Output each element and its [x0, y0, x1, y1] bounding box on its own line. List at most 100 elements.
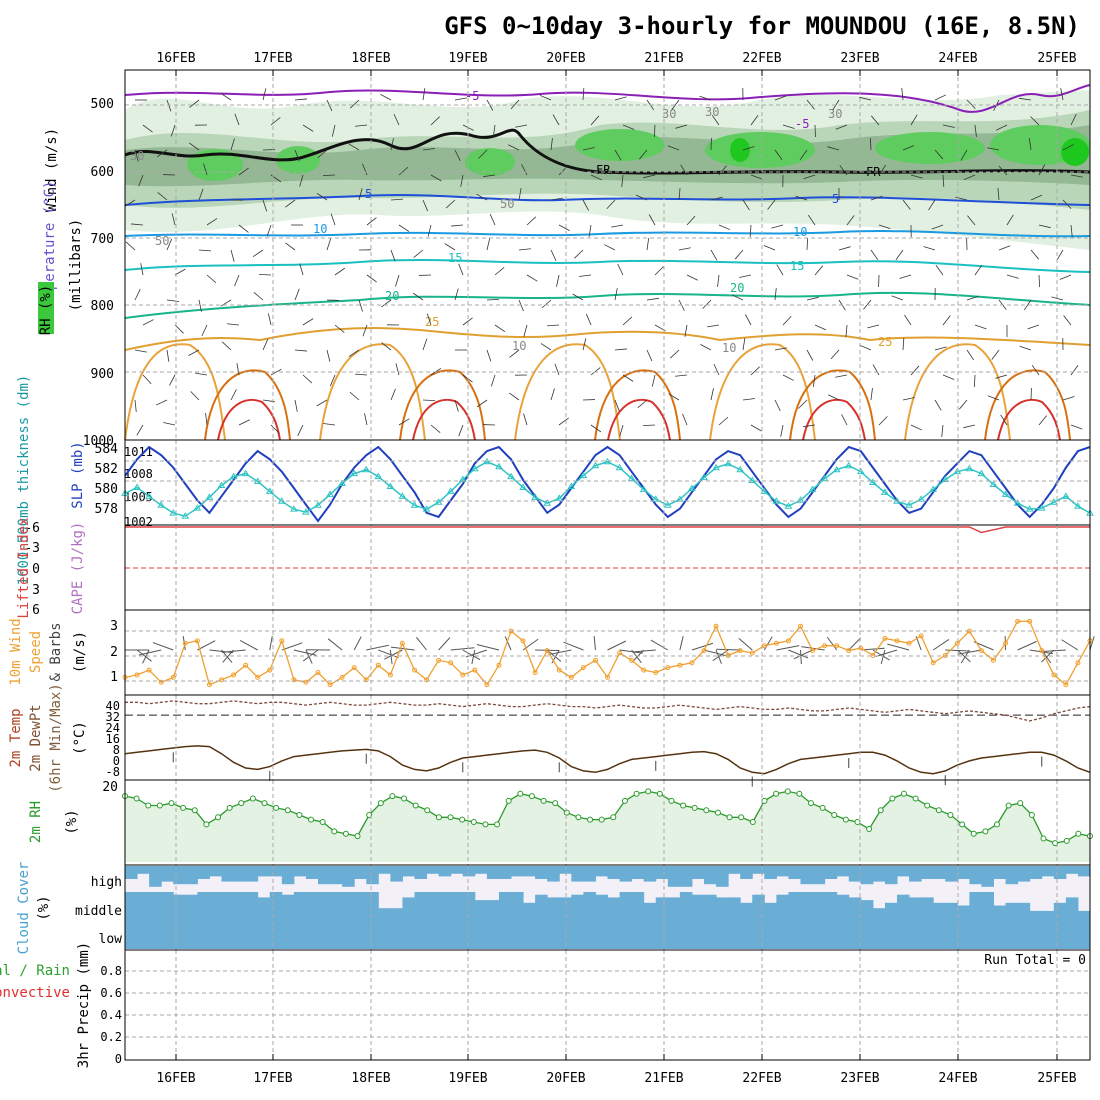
cloud-middle-bar [1065, 897, 1079, 919]
wind-barb [131, 223, 144, 226]
cloud-high-bar [342, 866, 355, 887]
cloud-high-bar [293, 866, 307, 877]
cloud-middle-bar [318, 892, 331, 919]
wind-barb [643, 174, 656, 179]
wind-barb [422, 338, 428, 351]
thickness-point [157, 501, 166, 508]
wind-barb [799, 149, 808, 161]
wind-barb [322, 174, 336, 177]
wind-barb [331, 124, 336, 137]
wind-barb [614, 96, 627, 101]
wind-barb [750, 424, 762, 432]
wind-speed-point [484, 682, 490, 688]
cloud-middle-bar [728, 897, 741, 919]
thickness-point [495, 462, 503, 470]
cloud-middle-bar [667, 897, 681, 919]
rh-point [412, 802, 419, 809]
wind-barb [987, 395, 1000, 401]
cloud-high-bar [366, 866, 379, 885]
temp-line [124, 745, 1091, 775]
wind-barb [958, 649, 982, 655]
rh-point [807, 800, 814, 807]
wind-barb [348, 349, 360, 357]
cloud-middle-bar [655, 897, 669, 919]
wind-barb [390, 388, 396, 401]
wind-barb [220, 299, 232, 307]
wind-barb [774, 399, 781, 411]
wind-speed-point [1075, 660, 1081, 666]
wind-barb [923, 246, 936, 251]
cloud-high-bar [1005, 866, 1019, 885]
wind-barb [648, 214, 656, 226]
wind-barb [124, 199, 136, 207]
lifted-index-tick: 6 [32, 603, 40, 618]
wind-barb [582, 147, 595, 151]
wind-barb [1070, 424, 1083, 430]
thickness-point [241, 469, 250, 477]
cloud-high-bar [1077, 866, 1091, 877]
rh-point [1052, 840, 1059, 847]
wind-barb [206, 218, 218, 226]
rh-point [505, 797, 512, 804]
cloud-middle-bar [474, 900, 488, 919]
wind-barb [997, 188, 1000, 201]
wind-barb [438, 637, 451, 651]
cloud-high-bar [233, 866, 247, 882]
rh-point [738, 814, 745, 821]
wind-barb [206, 274, 217, 284]
wind-barb [593, 635, 596, 651]
wind-barb [967, 215, 976, 226]
cloud-high-bar [764, 866, 777, 879]
wind-barb [734, 249, 744, 260]
wind-barb [142, 374, 152, 385]
cloud-high-bar [571, 866, 584, 882]
temp-contour-label: 5 [365, 187, 372, 201]
wind-barb [299, 263, 304, 276]
temp-tick: 8 [113, 743, 120, 757]
wind-barb [788, 649, 809, 659]
rh-point [587, 816, 594, 823]
wind-barb [860, 647, 885, 651]
rh-point [552, 800, 559, 807]
wind-barb [294, 288, 300, 301]
cloud-high-bar [812, 866, 826, 885]
wind-speed-point [942, 652, 948, 658]
wind-speed-point [243, 662, 249, 668]
date-label-top: 16FEB [156, 51, 195, 66]
wind-barb [991, 349, 1000, 360]
thickness-point [567, 482, 576, 489]
wind-barb [197, 640, 216, 651]
wind-barb [963, 174, 976, 181]
wind-speed-point [146, 667, 152, 673]
thickness-point [760, 487, 769, 494]
wind-barb [878, 164, 887, 176]
thickness-point [941, 475, 950, 483]
wind-barb [504, 636, 512, 651]
wind-barb [518, 299, 524, 312]
wind-barb [380, 94, 392, 101]
wind-speed-point [978, 648, 984, 654]
wind-barb [349, 391, 360, 401]
wind-speed-point [737, 648, 743, 654]
chart-grid [124, 69, 1091, 1061]
cloud-middle-bar [872, 908, 886, 919]
cloud-middle-bar [293, 892, 307, 919]
wind-barb [221, 341, 232, 351]
cloud-high-bar [498, 866, 512, 879]
wind-speed-point [785, 638, 791, 644]
cloud-middle-bar [824, 892, 838, 919]
precip-tick: 0 [115, 1052, 122, 1066]
rh-point [831, 811, 838, 818]
wind-barb [680, 164, 688, 176]
wind-barb [316, 192, 328, 201]
thickness-point [133, 483, 141, 490]
rh-shade-70 [875, 132, 985, 164]
wind-barb [910, 424, 923, 431]
precip-tick: 0.8 [100, 964, 122, 978]
wind-barb [330, 213, 336, 226]
rh-point [261, 800, 268, 807]
p1-temp-title: Temperature (°C) [42, 181, 58, 316]
wind-speed-point [810, 648, 816, 654]
temp-contour-label: 10 [313, 222, 327, 236]
